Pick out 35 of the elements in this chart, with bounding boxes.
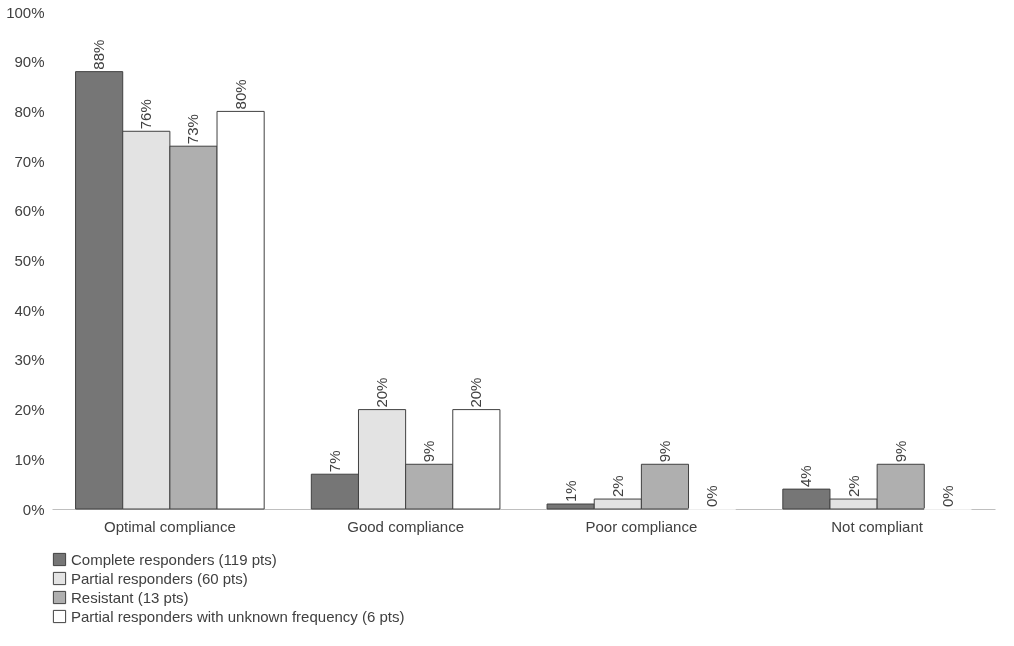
y-tick-label: 40% [14,301,45,319]
data-label: 9% [420,440,438,463]
data-label: 2% [844,475,862,498]
legend-label: Resistant (13 pts) [71,588,189,606]
data-label: 7% [325,450,343,473]
legend-label: Complete responders (119 pts) [71,550,277,568]
data-label: 2% [608,475,626,498]
data-label: 20% [373,377,391,408]
data-label: 0% [703,485,721,507]
y-tick-label: 90% [14,53,45,71]
data-label: 1% [561,480,579,503]
y-tick-label: 20% [14,401,45,419]
data-label: 4% [797,465,815,488]
y-tick-label: 0% [22,500,45,518]
y-tick-label: 80% [14,102,45,120]
y-tick-label: 30% [14,351,45,369]
legend-label: Partial responders (60 pts) [71,569,248,587]
legend-label: Partial responders with unknown frequency (6 pts) [71,607,405,625]
data-label: 9% [655,440,673,463]
y-tick-label: 60% [14,202,45,220]
y-tick-label: 10% [14,450,45,468]
data-label: 73% [184,114,202,145]
data-label: 80% [231,79,249,110]
data-label: 88% [90,39,108,70]
x-tick-label: Not compliant [831,517,924,535]
data-label: 20% [467,377,485,408]
y-tick-label: 100% [6,3,45,21]
x-tick-label: Good compliance [347,517,464,535]
y-tick-label: 70% [14,152,45,170]
data-label: 76% [137,99,155,130]
data-label: 0% [938,485,956,507]
y-tick-label: 50% [14,252,45,269]
x-tick-label: Poor compliance [585,517,698,535]
x-tick-label: Optimal compliance [104,517,236,535]
data-label: 9% [891,440,909,463]
